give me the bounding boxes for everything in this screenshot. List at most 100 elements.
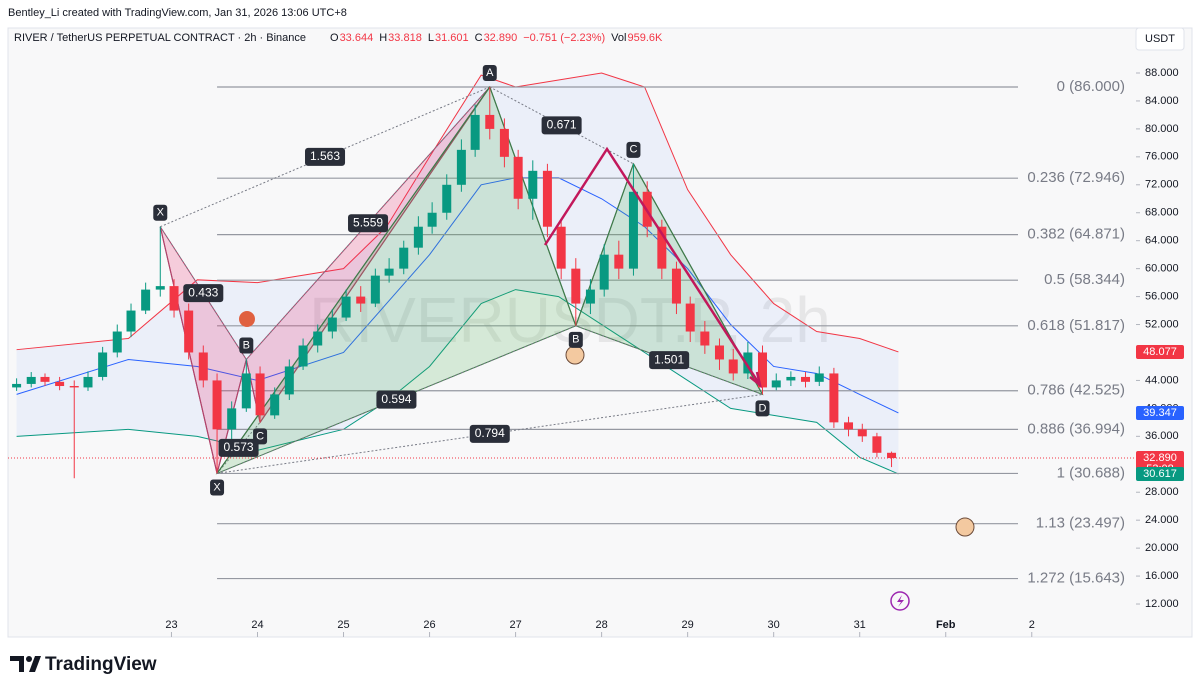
- point-label: A: [486, 67, 494, 79]
- credit: Bentley_Li created with TradingView.com,…: [8, 7, 347, 19]
- point-label: C: [629, 144, 637, 156]
- fib-label: 1 (30.688): [1057, 464, 1125, 481]
- price-tag: [1136, 405, 1184, 420]
- ratio-label: 0.433: [188, 285, 218, 299]
- y-tick-label: 28.000: [1145, 486, 1179, 498]
- candle-body: [126, 310, 136, 332]
- candle-body: [814, 373, 824, 382]
- candle-body: [887, 452, 897, 459]
- ratio-box: [649, 351, 690, 370]
- point-box: [153, 204, 168, 221]
- ohlc-key: C: [475, 32, 483, 44]
- candle-body: [227, 408, 237, 430]
- candle-body: [700, 331, 710, 346]
- face-icon: [955, 517, 975, 537]
- ratio-box: [376, 390, 417, 409]
- candle-body: [857, 429, 867, 437]
- y-tick-label: 84.000: [1145, 95, 1179, 107]
- candle-body: [155, 286, 165, 290]
- point-label: B: [572, 334, 579, 346]
- point-box: [210, 479, 225, 496]
- candle-body: [442, 184, 452, 213]
- candle-body: [628, 191, 638, 269]
- point-label: D: [759, 402, 767, 414]
- y-tick-label: 24.000: [1145, 514, 1179, 526]
- candle-body: [556, 226, 566, 269]
- candle-body: [714, 345, 724, 360]
- logo-mark: [10, 656, 41, 672]
- price-tag: [1136, 344, 1184, 359]
- ohlc-value: 33.644: [340, 32, 374, 44]
- candle-body: [184, 310, 194, 353]
- ratio-label: 1.563: [310, 149, 340, 163]
- fib-label: 0.5 (58.344): [1044, 271, 1125, 288]
- ratio-label: 0.594: [381, 392, 411, 406]
- candle-body: [327, 317, 337, 332]
- y-tick-label: 12.000: [1145, 598, 1179, 610]
- price-tag-label: 30.617: [1143, 468, 1177, 480]
- candle-body: [313, 331, 323, 346]
- event-icon[interactable]: [890, 591, 910, 611]
- candle-body: [685, 303, 695, 332]
- candle-body: [241, 373, 251, 409]
- x-tick-label: 28: [595, 619, 607, 631]
- point-label: X: [213, 481, 221, 493]
- candle-body: [757, 352, 767, 388]
- fib-label: 0.618 (51.817): [1027, 317, 1125, 334]
- price-tag: [1136, 466, 1184, 481]
- currency-button[interactable]: [1135, 27, 1185, 51]
- x-tick-label: 25: [337, 619, 349, 631]
- candle-body: [384, 268, 394, 276]
- price-tag-label: 32.890: [1143, 452, 1177, 464]
- fib-label: 1.272 (15.643): [1027, 570, 1125, 587]
- candle-body: [270, 394, 280, 416]
- fib-label: 1.13 (23.497): [1036, 515, 1125, 532]
- candle-body: [614, 254, 624, 269]
- candle-body: [40, 376, 50, 382]
- candle-body: [284, 366, 294, 395]
- candle-body: [771, 380, 781, 388]
- ratio-box: [183, 284, 224, 303]
- candle-body: [169, 286, 179, 311]
- candle-body: [212, 380, 222, 430]
- candle-body: [599, 254, 609, 290]
- fib-label: 0.236 (72.946): [1027, 169, 1125, 186]
- candle-body: [728, 359, 738, 374]
- ohlc-key: H: [379, 32, 387, 44]
- candle-body: [12, 383, 22, 388]
- symbol: RIVER / TetherUS PERPETUAL CONTRACT · 2h…: [14, 32, 306, 44]
- y-tick-label: 76.000: [1145, 151, 1179, 163]
- fib-label: 0.382 (64.871): [1027, 226, 1125, 243]
- candle-body: [499, 128, 509, 157]
- event-icon-bolt: [897, 595, 904, 607]
- point-box: [239, 337, 254, 354]
- candle-body: [112, 331, 122, 353]
- candle-body: [470, 114, 480, 150]
- candle-body: [413, 226, 423, 248]
- x-tick-label: 30: [768, 619, 780, 631]
- ohlc-value: 32.890: [484, 32, 518, 44]
- candle-body: [255, 373, 265, 416]
- y-tick-label: 72.000: [1145, 179, 1179, 191]
- candle-body: [55, 381, 65, 387]
- x-tick-label: 24: [251, 619, 263, 631]
- candle-body: [528, 170, 538, 199]
- candle-body: [98, 352, 108, 377]
- currency[interactable]: USDT: [1145, 33, 1175, 45]
- change-value: −0.751 (−2.23%): [523, 32, 605, 44]
- x-tick-label: 2: [1029, 619, 1035, 631]
- candle-body: [585, 289, 595, 304]
- ratio-box: [305, 147, 346, 166]
- candle-body: [370, 275, 380, 304]
- logo-dot: [26, 656, 32, 662]
- candle-body: [844, 422, 854, 430]
- candle-body: [456, 149, 466, 185]
- candle-body: [356, 296, 366, 304]
- drawing-zigzag: [543, 146, 762, 386]
- ohlc-key: L: [428, 32, 434, 44]
- ratio-label: 0.671: [547, 118, 577, 132]
- face-icon: [565, 345, 585, 365]
- point-box: [755, 400, 770, 417]
- y-tick-label: 56.000: [1145, 290, 1179, 302]
- candle-body: [298, 345, 308, 367]
